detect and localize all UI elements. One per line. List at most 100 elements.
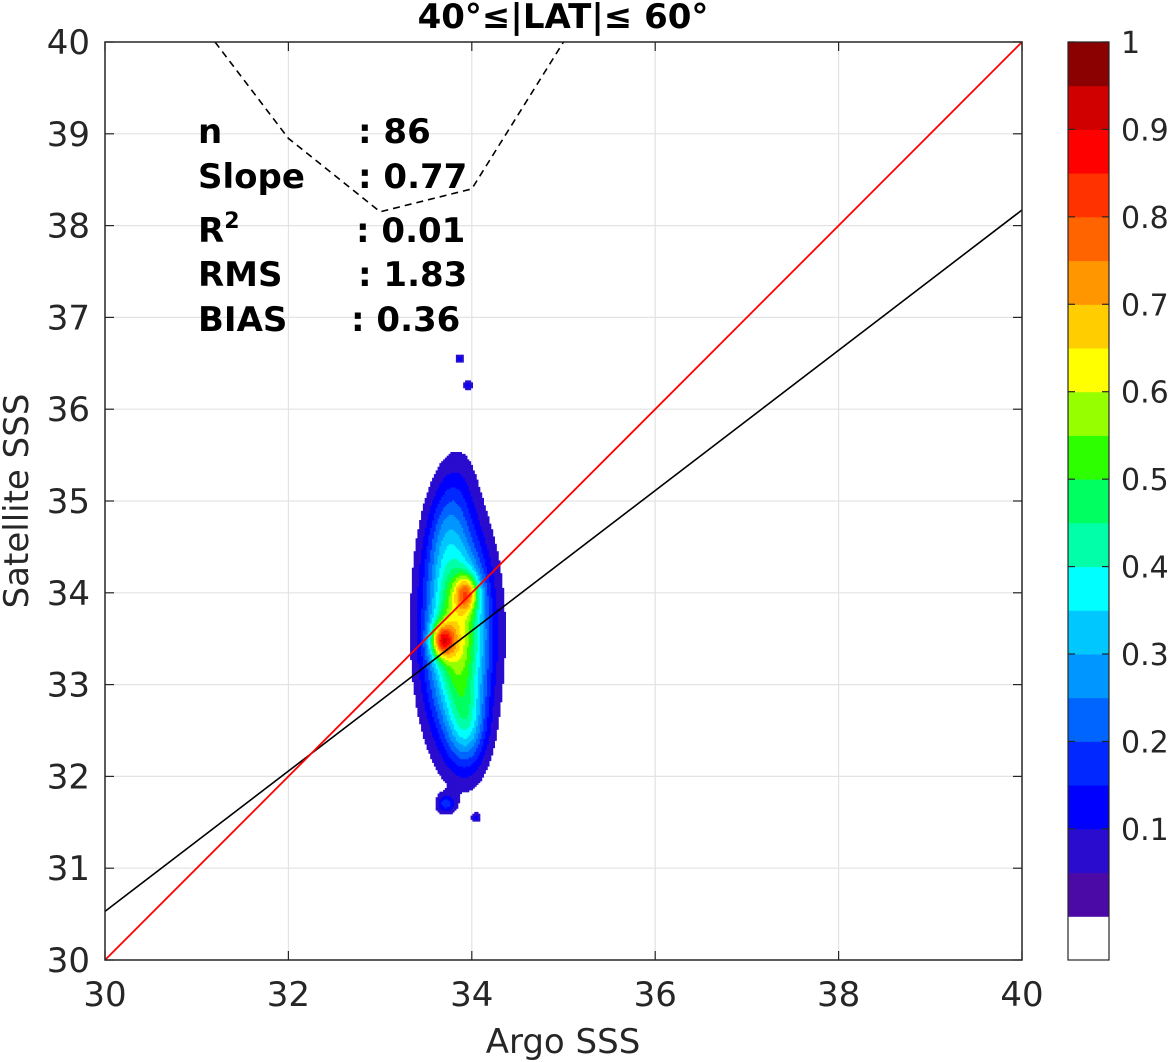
contour-cell (457, 756, 461, 760)
contour-cell (426, 554, 429, 558)
contour-cell (466, 560, 470, 563)
contour-cell (463, 518, 466, 521)
contour-cell (452, 593, 455, 596)
contour-cell (419, 655, 422, 659)
contour-cell (457, 490, 461, 493)
contour-cell (435, 527, 439, 530)
contour-cell (454, 516, 457, 519)
contour-cell (435, 731, 439, 734)
contour-cell (439, 703, 442, 706)
contour-cell (461, 514, 464, 517)
contour-cell (454, 600, 457, 604)
contour-cell (435, 617, 439, 620)
contour-cell (448, 733, 451, 736)
contour-cell (437, 797, 440, 800)
contour-cell (421, 554, 424, 558)
contour-cell (437, 725, 440, 728)
contour-cell (455, 492, 459, 495)
contour-cell (417, 655, 420, 659)
contour-cell (466, 652, 470, 655)
contour-cell (455, 472, 459, 475)
contour-cell (455, 567, 459, 571)
contour-cell (424, 501, 428, 504)
contour-cell (463, 624, 466, 627)
contour-cell (452, 753, 455, 756)
contour-cell (446, 543, 450, 547)
contour-cell (446, 562, 450, 565)
contour-cell (450, 510, 453, 514)
contour-cell (417, 580, 420, 583)
contour-cell (411, 580, 415, 583)
contour-cell (446, 514, 450, 517)
contour-cell (459, 497, 462, 501)
contour-cell (437, 670, 440, 673)
contour-cell (435, 716, 439, 719)
contour-cell (463, 685, 466, 688)
contour-cell (410, 657, 413, 661)
contour-cell (457, 496, 461, 499)
contour-cell (454, 800, 457, 804)
contour-cell (448, 512, 451, 515)
contour-cell (421, 534, 424, 538)
contour-cell (459, 670, 462, 673)
contour-cell (413, 688, 417, 692)
contour-cell (466, 586, 470, 589)
contour-cell (457, 657, 461, 661)
contour-cell (455, 802, 459, 806)
contour-cell (415, 643, 418, 646)
contour-cell (410, 644, 413, 648)
contour-cell (444, 521, 448, 525)
contour-cell (443, 575, 446, 578)
contour-cell (452, 516, 455, 519)
contour-cell (454, 720, 457, 723)
contour-cell (432, 687, 435, 690)
contour-cell (441, 806, 444, 809)
contour-cell (426, 501, 429, 504)
contour-cell (421, 727, 424, 730)
contour-cell (441, 681, 444, 684)
contour-cell (433, 613, 437, 616)
contour-cell (450, 810, 453, 813)
contour-cell (454, 453, 457, 457)
contour-cell (465, 742, 468, 745)
contour-cell (411, 608, 415, 611)
contour-cell (432, 628, 435, 631)
contour-cell (432, 486, 435, 490)
contour-cell (433, 474, 437, 477)
contour-cell (454, 481, 457, 484)
contour-cell (426, 600, 429, 604)
contour-cell (443, 611, 446, 615)
contour-cell (450, 523, 453, 526)
contour-cell (466, 558, 470, 561)
contour-cell (446, 507, 450, 510)
contour-cell (435, 758, 439, 762)
contour-cell (455, 742, 459, 745)
contour-cell (413, 683, 417, 686)
contour-cell (439, 617, 442, 620)
contour-cell (432, 666, 435, 670)
contour-cell (421, 569, 424, 572)
contour-cell (426, 571, 429, 574)
contour-cell (443, 666, 446, 670)
contour-cell (448, 470, 451, 473)
contour-cell (432, 637, 435, 640)
contour-cell (448, 668, 451, 672)
contour-cell (441, 769, 444, 773)
contour-cell (444, 475, 448, 479)
contour-cell (448, 501, 451, 504)
contour-cell (461, 466, 464, 470)
contour-cell (461, 760, 464, 763)
contour-cell (433, 501, 437, 504)
contour-cell (419, 701, 422, 705)
contour-cell (430, 721, 433, 725)
contour-cell (466, 661, 470, 664)
contour-cell (435, 753, 439, 756)
contour-cell (419, 622, 422, 626)
contour-cell (452, 786, 455, 789)
contour-cell (432, 538, 435, 541)
contour-cell (437, 709, 440, 712)
contour-cell (466, 668, 470, 672)
contour-cell (422, 718, 426, 721)
contour-cell (450, 516, 453, 519)
contour-cell (413, 602, 417, 605)
